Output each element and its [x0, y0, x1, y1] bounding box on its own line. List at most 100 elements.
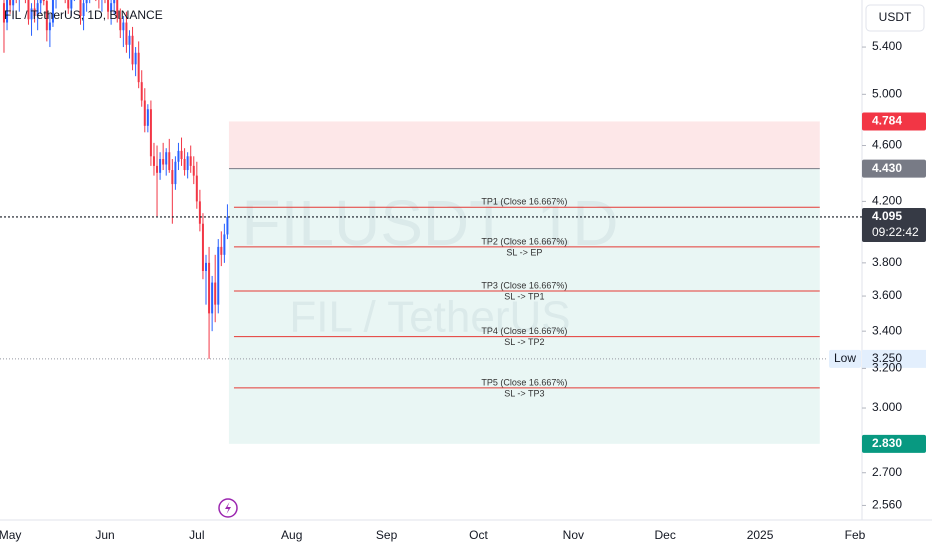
take-profit-note: SL -> EP: [506, 247, 542, 257]
candle-body: [137, 52, 140, 83]
y-tick-label: 2.560: [872, 498, 902, 512]
candle-body: [48, 22, 51, 31]
y-tick-label: 4.200: [872, 194, 902, 208]
take-profit-label: TP4 (Close 16.667%): [481, 326, 567, 336]
y-tick-label: 3.400: [872, 323, 902, 337]
x-tick-label: Sep: [376, 528, 398, 542]
candle-body: [116, 0, 119, 19]
candle-body: [217, 246, 220, 305]
take-profit-label: TP1 (Close 16.667%): [481, 197, 567, 207]
take-profit-note: SL -> TP1: [504, 291, 544, 301]
candle-body: [30, 8, 33, 20]
candle-body: [27, 0, 30, 20]
low-price-box: [862, 349, 926, 368]
take-profit-label: TP2 (Close 16.667%): [481, 236, 567, 246]
take-profit-label: TP5 (Close 16.667%): [481, 377, 567, 387]
x-tick-label: Dec: [655, 528, 676, 542]
x-tick-label: Oct: [469, 528, 488, 542]
candle-body: [149, 109, 152, 157]
candle-body: [223, 234, 226, 255]
candle-body: [174, 161, 177, 185]
candle-body: [70, 0, 73, 9]
stop-price-box: [862, 112, 926, 131]
candle-body: [6, 0, 9, 23]
x-tick-label: Jul: [189, 528, 204, 542]
candle-body: [186, 156, 189, 171]
candle-body: [214, 282, 217, 305]
candle-body: [201, 223, 204, 271]
candle-body: [220, 246, 223, 255]
countdown-label: 09:22:42: [872, 225, 919, 239]
candle-body: [189, 156, 192, 166]
take-profit-note: SL -> TP2: [504, 337, 544, 347]
y-tick-label: 3.800: [872, 255, 902, 269]
x-tick-label: Nov: [563, 528, 584, 542]
entry-price-label: 4.430: [872, 161, 902, 175]
low-tag-label: Low: [834, 351, 856, 365]
event-icon-bolt: [225, 502, 231, 514]
currency-button[interactable]: [865, 4, 925, 32]
candle-body: [192, 165, 195, 176]
candle-body: [39, 0, 42, 4]
y-tick-label: 5.400: [872, 39, 902, 53]
candle-body: [146, 109, 149, 126]
symbol-title: FIL / TetherUS, 1D, BINANCE: [4, 8, 163, 22]
candle-body: [195, 175, 198, 202]
candle-body: [183, 159, 186, 171]
candle-body: [113, 0, 116, 4]
candle-body: [180, 150, 183, 160]
candle-body: [140, 82, 143, 101]
candle-body: [42, 0, 45, 2]
x-tick-label: Feb: [845, 528, 866, 542]
candle-body: [177, 150, 180, 162]
candle-body: [171, 170, 174, 185]
candle-body: [134, 52, 137, 65]
stop-zone: [228, 121, 820, 169]
last-price-box: [862, 207, 926, 242]
candle-body: [110, 3, 113, 12]
last-price-label: 4.095: [872, 209, 902, 223]
x-tick-label: 2025: [747, 528, 774, 542]
candle-body: [211, 282, 214, 314]
x-tick-label: Jun: [95, 528, 114, 542]
take-profit-note: SL -> TP3: [504, 388, 544, 398]
target-price-box: [862, 434, 926, 453]
candle-body: [198, 201, 201, 224]
entry-price-box: [862, 159, 926, 178]
candle-body: [125, 22, 128, 45]
candle-body: [2, 3, 5, 23]
target-price-label: 2.830: [872, 436, 902, 450]
profit-zone: [228, 168, 820, 444]
stop-price-label: 4.784: [872, 114, 902, 128]
candle-body: [208, 262, 211, 314]
candle-body: [9, 0, 12, 6]
take-profit-label: TP3 (Close 16.667%): [481, 280, 567, 290]
y-tick-label: 3.600: [872, 288, 902, 302]
low-price-label: 3.250: [872, 351, 902, 365]
candle-body: [205, 262, 208, 271]
y-tick-label: 2.700: [872, 465, 902, 479]
candle-body: [82, 3, 85, 17]
candle-body: [152, 156, 155, 166]
candle-body: [107, 0, 110, 12]
candle-body: [45, 1, 48, 31]
candle-body: [67, 0, 70, 9]
y-tick-label: 3.000: [872, 400, 902, 414]
currency-label: USDT: [879, 10, 912, 24]
candle-body: [119, 18, 122, 31]
y-tick-label: 5.000: [872, 86, 902, 100]
candle-body: [143, 100, 146, 126]
candle-body: [226, 216, 229, 235]
y-tick-label: 4.600: [872, 138, 902, 152]
candle-body: [168, 152, 171, 171]
candle-body: [79, 0, 82, 17]
candle-body: [36, 3, 39, 17]
candle-body: [85, 0, 88, 4]
candle-body: [122, 22, 125, 31]
low-tag: [829, 349, 861, 368]
candle-body: [128, 35, 131, 45]
candle-body: [33, 8, 36, 17]
x-tick-label: May: [0, 528, 21, 542]
